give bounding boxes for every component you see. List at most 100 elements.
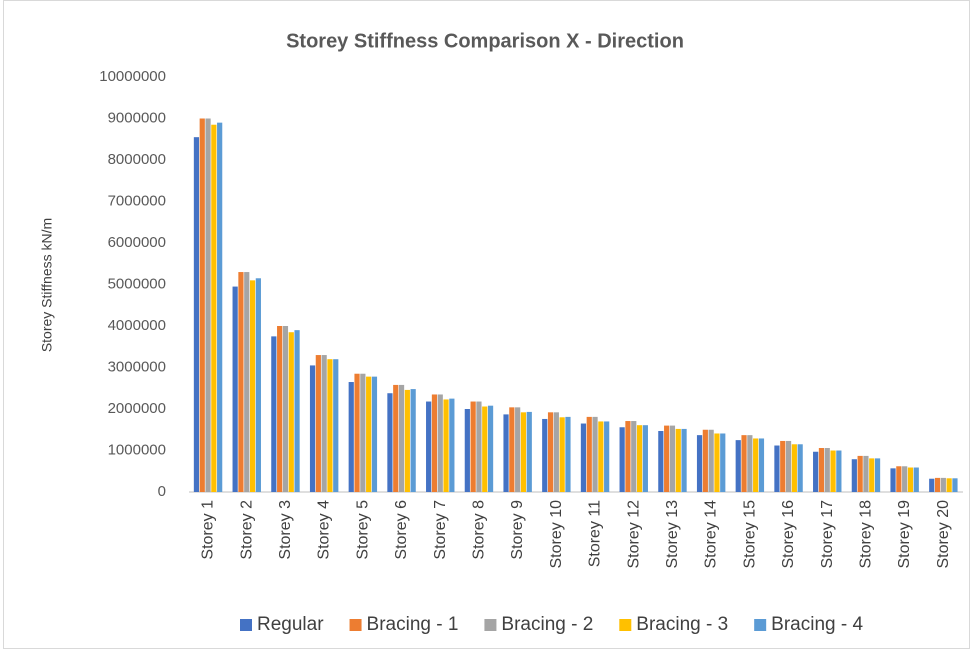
bar [604, 421, 610, 492]
bar [354, 373, 360, 492]
bar [211, 124, 217, 492]
chart-frame [3, 0, 970, 649]
bar [470, 401, 476, 492]
bar [592, 416, 598, 492]
bar [327, 359, 333, 492]
y-tick-label: 1000000 [108, 441, 166, 458]
legend-label: Bracing - 4 [771, 614, 863, 635]
bar [244, 272, 250, 492]
bar [940, 477, 946, 492]
bar [410, 389, 416, 492]
x-tick-label: Storey 4 [316, 500, 333, 560]
legend-swatch [754, 619, 767, 631]
legend-swatch [484, 619, 497, 631]
bar [824, 448, 830, 492]
bar [404, 389, 410, 492]
bar [366, 376, 372, 492]
legend-swatch [619, 619, 632, 631]
bar [255, 278, 261, 492]
x-tick-label: Storey 13 [664, 500, 681, 569]
bar [515, 407, 521, 492]
bar [393, 384, 399, 492]
bar [741, 435, 747, 492]
legend-swatch [240, 619, 252, 631]
bar [232, 286, 238, 492]
bar [426, 401, 432, 492]
bar [238, 272, 244, 492]
bar [636, 425, 643, 492]
bar [797, 444, 803, 492]
bar [348, 382, 354, 492]
bar [360, 373, 366, 492]
x-tick-label: Storey 14 [703, 500, 720, 569]
x-tick-label: Storey 11 [587, 500, 604, 567]
bar [758, 438, 765, 492]
bar [929, 478, 935, 492]
bar [277, 326, 283, 492]
bar [785, 440, 792, 492]
bar [559, 417, 565, 492]
x-tick-label: Storey 19 [896, 500, 913, 569]
bar [315, 355, 321, 492]
x-tick-label: Storey 20 [935, 500, 952, 569]
bar [464, 409, 470, 492]
bar [333, 359, 339, 492]
bar [371, 376, 378, 492]
y-tick-label: 3000000 [108, 358, 166, 375]
bar [553, 412, 559, 492]
legend-swatch [349, 619, 362, 631]
y-tick-label: 6000000 [108, 234, 166, 251]
bar [813, 451, 819, 492]
bar [503, 414, 509, 492]
bar [294, 330, 300, 492]
bar [482, 406, 488, 492]
x-tick-label: Storey 3 [277, 500, 294, 560]
y-tick-label: 8000000 [108, 151, 166, 168]
bar [193, 137, 200, 493]
bar [487, 405, 494, 492]
x-tick-label: Storey 2 [238, 500, 255, 560]
bar [199, 118, 205, 492]
bar [217, 122, 223, 493]
bar [863, 455, 869, 492]
bar [205, 118, 211, 492]
bar [952, 478, 958, 492]
x-tick-label: Storey 12 [625, 500, 642, 569]
bar [509, 407, 515, 492]
bar [902, 466, 908, 492]
bar [520, 412, 527, 492]
bar [443, 399, 449, 492]
legend-label: Bracing - 2 [501, 614, 593, 635]
bar [946, 478, 952, 492]
bar [542, 418, 548, 492]
bar [735, 440, 741, 492]
bar [476, 401, 482, 492]
x-tick-label: Storey 15 [741, 500, 758, 569]
bar [580, 423, 587, 492]
bar [309, 365, 316, 492]
bar [547, 412, 554, 492]
y-tick-label: 0 [158, 483, 166, 500]
y-axis-label: Storey Stiffness kN/m [39, 218, 55, 352]
x-tick-label: Storey 6 [393, 500, 410, 560]
bar [696, 435, 703, 492]
bar [449, 398, 455, 492]
bar [669, 425, 676, 492]
y-tick-label: 5000000 [108, 275, 166, 292]
bar [851, 459, 857, 492]
bar [288, 332, 294, 492]
bar [747, 435, 753, 492]
bar [857, 455, 863, 492]
bar [282, 326, 289, 492]
bar [836, 450, 842, 492]
bar [431, 394, 438, 492]
legend-label: Bracing - 3 [636, 614, 728, 635]
x-tick-label: Storey 18 [857, 500, 874, 569]
bar [780, 440, 786, 492]
x-tick-label: Storey 16 [780, 500, 797, 569]
x-tick-label: Storey 9 [509, 500, 526, 560]
bar [675, 428, 681, 492]
bar [714, 433, 720, 492]
bar [625, 421, 631, 492]
